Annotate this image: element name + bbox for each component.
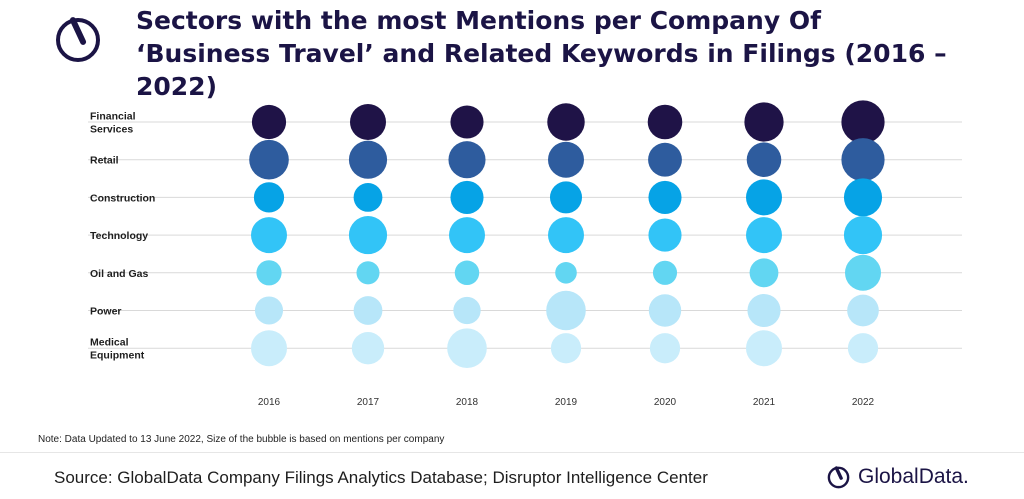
x-tick-label: 2020 (654, 397, 677, 408)
bubble (251, 217, 287, 254)
bubble-chart: Financial Services Retail Construction Techn… (88, 100, 962, 408)
bubble (841, 138, 885, 182)
bubble (649, 333, 681, 364)
row-label: Retail (90, 155, 119, 167)
brand-name: GlobalData. (858, 465, 969, 488)
x-tick-label: 2019 (555, 397, 578, 408)
globaldata-logo-icon (827, 466, 850, 489)
bubble (746, 179, 782, 216)
bubble (356, 261, 380, 285)
bubble (548, 141, 584, 178)
bubble (353, 183, 383, 212)
globaldata-logo-icon (56, 17, 100, 62)
bubble (249, 139, 289, 180)
source-text: Source: GlobalData Company Filings Analy… (54, 468, 708, 487)
x-tick-label: 2016 (258, 397, 281, 408)
bubble (450, 105, 484, 139)
bubble (841, 100, 885, 144)
bubble (348, 216, 388, 255)
bubble (746, 330, 782, 367)
bubble (847, 333, 879, 364)
bubble (447, 328, 487, 368)
bubble (351, 332, 385, 365)
bubble (845, 254, 881, 291)
row-label: Financial Services (90, 111, 136, 136)
bubble (251, 330, 287, 367)
row-label: Oil and Gas (90, 268, 149, 280)
bubble (546, 290, 586, 331)
row-label: Power (90, 306, 122, 318)
bubble (453, 296, 481, 325)
bubble (847, 294, 879, 327)
bubble (648, 218, 682, 252)
bubble (353, 296, 383, 325)
x-tick-label: 2017 (357, 397, 380, 408)
bubble (549, 181, 583, 214)
bubble (652, 260, 678, 285)
bubble (648, 294, 682, 327)
x-tick-label: 2018 (456, 397, 479, 408)
bubble (843, 216, 883, 255)
bubble (747, 293, 781, 328)
bubble (548, 217, 584, 254)
bubble (449, 217, 485, 254)
bubble (254, 296, 284, 325)
bubble (746, 217, 782, 254)
x-tick-label: 2021 (753, 397, 776, 408)
bubble (647, 104, 683, 140)
bubble (843, 178, 883, 217)
bubble (749, 258, 779, 288)
x-tick-label: 2022 (852, 397, 875, 408)
bubble (454, 260, 480, 286)
bubble (547, 103, 585, 141)
chart-title: Sectors with the most Mentions per Compa… (136, 6, 947, 101)
bubble (648, 142, 682, 177)
bubble (550, 333, 582, 364)
row-label: Technology (90, 230, 148, 242)
row-label: Construction (90, 192, 155, 204)
bubble (256, 260, 282, 286)
bubble (253, 182, 285, 213)
bubble (348, 140, 388, 179)
chart-note: Note: Data Updated to 13 June 2022, Size… (38, 434, 445, 445)
bubble (555, 262, 577, 284)
footer-divider (0, 452, 1024, 453)
bubble (450, 180, 484, 214)
brand-logo: GlobalData. (826, 464, 969, 490)
bubble (350, 104, 386, 140)
bubble (648, 180, 682, 214)
bubble (448, 141, 486, 179)
bubble (251, 104, 287, 140)
row-label: Medical Equipment (90, 337, 145, 362)
bubble (744, 102, 784, 142)
bubble (746, 142, 782, 177)
